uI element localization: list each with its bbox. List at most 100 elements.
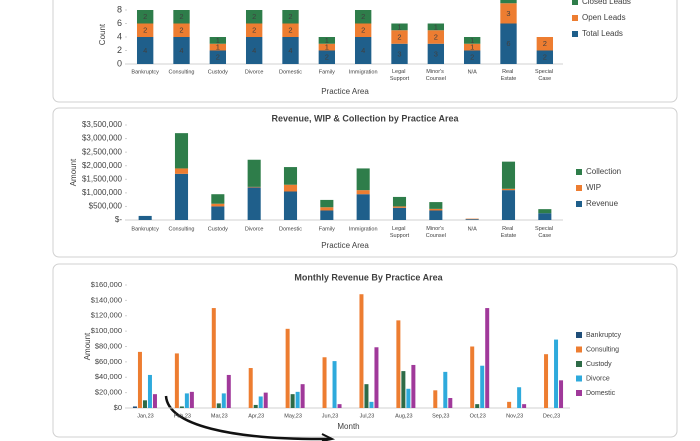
bar-segment [283,184,298,192]
bar [433,390,438,408]
data-label: 2 [216,53,220,62]
bar-segment [283,191,298,220]
x-tick-label: Divorce [245,69,264,75]
legend-swatch [576,390,582,396]
x-tick-label: Family [319,69,335,75]
bar-segment [282,37,299,64]
bar-segment [247,186,261,188]
bar [184,393,189,408]
x-axis-label: Practice Area [321,87,369,96]
data-label: 2 [252,26,256,35]
bar-segment [354,23,372,37]
legend-label: Bankruptcy [586,332,622,339]
x-axis-label: Practice Area [321,241,369,250]
bar-segment [429,202,443,209]
x-tick-label: Sep,23 [432,413,449,419]
y-axis-label: Count [98,23,107,45]
data-label: 2 [252,12,256,21]
y-tick-label: $100,000 [91,326,122,335]
y-tick-label: $2,000,000 [82,161,123,170]
x-tick-label: Real Estate [501,69,517,82]
legend-swatch [572,0,578,5]
x-tick-label: Bankruptcy [131,226,159,232]
bar-segment [320,210,334,220]
data-label: 2 [143,12,147,21]
x-tick-label: Divorce [245,226,264,232]
x-tick-label: Dec,23 [543,413,560,419]
bar [221,393,226,408]
bar [142,400,147,408]
data-label: 4 [143,46,147,55]
data-label: 2 [361,26,365,35]
legend-label: Domestic [586,390,616,397]
bar-segment [247,187,261,220]
bar [179,406,184,408]
legend-swatch [572,31,578,37]
bar-segment [282,10,299,24]
y-tick-label: $1,500,000 [82,174,123,183]
bar-segment [173,37,190,64]
legend-swatch [576,201,582,207]
data-label: 2 [179,12,183,21]
bar-segment [211,206,225,220]
y-tick-label: 0 [117,58,122,68]
bar-segment [391,30,408,44]
data-label: 4 [252,46,256,55]
data-label: 2 [470,53,474,62]
x-tick-label: Domestic [279,69,302,75]
bar [448,398,453,408]
arrow-annotation [164,395,331,441]
data-label: 2 [434,32,438,41]
bar [248,368,253,408]
x-tick-label: Immigration [349,226,378,232]
legend-label: Custody [586,361,612,368]
bar [480,365,485,408]
bar-segment [429,210,443,220]
x-tick-label: Consulting [169,69,195,75]
bar-segment [136,10,154,24]
legend-label: Closed Leads [582,0,631,6]
x-tick-label: Consulting [169,226,195,232]
y-tick-label: $- [115,215,122,224]
x-tick-label: Minor's Counsel [426,226,446,239]
bar [137,351,142,408]
bar-segment [392,207,407,220]
bar-segment [427,43,445,64]
bar-segment [138,215,152,220]
bar-segment [427,23,445,31]
y-tick-label: $20,000 [95,388,122,397]
bar [411,364,416,408]
bar [189,391,194,408]
y-tick-label: $40,000 [95,372,122,381]
bar-segment [463,50,481,64]
legend-label: Divorce [586,375,610,382]
bar [443,371,448,408]
bar-segment [320,207,334,211]
bar [517,387,522,408]
bar-segment [320,199,334,208]
bar [485,308,490,408]
bar [332,361,337,408]
bar [263,392,268,408]
data-label: 2 [543,53,547,62]
x-tick-label: Apr,23 [248,413,264,419]
y-tick-label: $80,000 [95,341,122,350]
bar-segment [463,37,481,44]
x-tick-label: Custody [208,69,228,75]
data-label: 3 [434,49,438,58]
bar [507,401,512,408]
bar [475,404,480,408]
bar-segment [536,37,554,51]
legend-swatch [576,346,582,353]
legend-swatch [576,361,582,367]
data-label: 2 [288,12,292,21]
x-tick-label: Special Case [535,226,555,239]
bar [174,353,179,408]
legend-label: WIP [586,183,601,192]
data-label: 3 [506,9,510,18]
data-label: 1 [216,43,220,52]
bar [147,374,152,408]
x-tick-label: Jun,23 [322,413,339,419]
x-tick-label: Aug,23 [395,413,412,419]
y-tick-label: $500,000 [89,202,123,211]
